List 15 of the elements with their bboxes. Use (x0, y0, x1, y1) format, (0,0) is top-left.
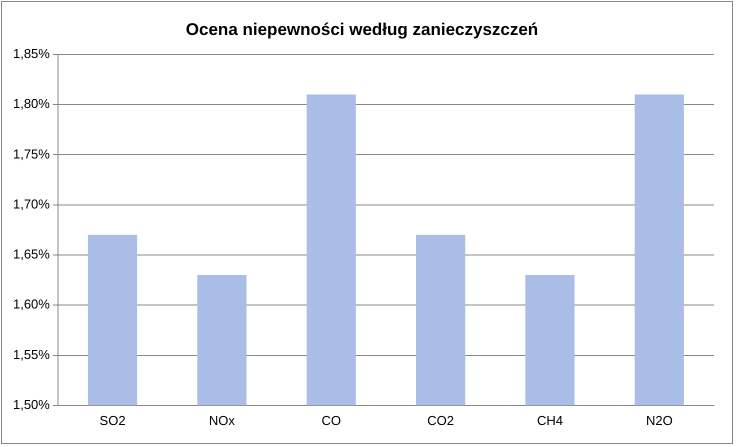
y-tick-label: 1,85% (12, 46, 50, 61)
x-tick-label: N2O (646, 412, 673, 428)
y-tick-label: 1,50% (12, 396, 50, 412)
y-tick-label: 1,55% (12, 346, 50, 362)
y-tick-label: 1,80% (12, 96, 50, 112)
y-tick-label: 1,60% (12, 296, 50, 312)
x-tick-label: CO2 (427, 412, 454, 428)
x-tick-label: NOx (208, 412, 236, 428)
y-tick-label: 1,65% (12, 246, 50, 262)
y-tick-label: 1,75% (12, 146, 50, 162)
chart-title: Ocena niepewności według zanieczyszczeń (186, 20, 538, 39)
x-tick-label: CO (322, 412, 341, 428)
x-tick-label: SO2 (100, 412, 126, 428)
x-tick-label: CH4 (536, 412, 563, 428)
y-tick-label: 1,70% (12, 196, 50, 212)
